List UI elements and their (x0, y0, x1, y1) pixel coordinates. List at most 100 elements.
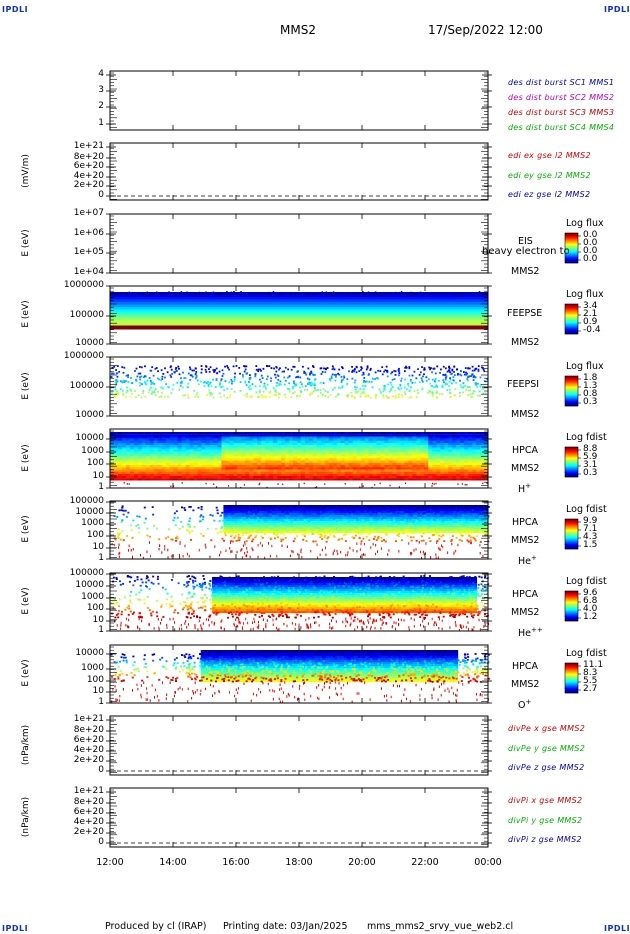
spectrogram-cell (448, 467, 453, 470)
spectrogram-cell (392, 449, 397, 452)
spectrogram-cell (417, 505, 423, 508)
spectrogram-cell (452, 445, 457, 448)
spectrogram-cell (366, 365, 369, 368)
spectrogram-cell (261, 469, 266, 472)
spectrogram-cell (137, 460, 143, 463)
spectrogram-cell (300, 383, 303, 386)
spectrogram-cell (260, 374, 263, 377)
spectrogram-cell (224, 380, 227, 382)
spectrogram-cell (220, 527, 223, 530)
spectrogram-cell (221, 438, 226, 441)
spectrogram-cell (115, 382, 118, 384)
spectrogram-cell (275, 370, 278, 373)
spectrogram-cell (356, 443, 362, 446)
spectrogram-cell (320, 531, 326, 534)
spectrogram-cell (300, 469, 306, 472)
spectrogram-cell (442, 381, 445, 384)
spectrogram-cell (254, 531, 260, 534)
spectrogram-cell (113, 460, 119, 463)
panel-edi (106, 142, 492, 201)
spectrogram-cell (133, 449, 139, 452)
spectrogram-cell (367, 394, 370, 397)
spectrogram-cell (408, 505, 414, 508)
spectrogram-cell (278, 514, 281, 517)
spectrogram-cell (209, 443, 214, 446)
spectrogram-cell (219, 396, 222, 399)
spectrogram-cell (132, 519, 135, 522)
spectrogram-cell (364, 395, 367, 398)
spectrogram-cell (153, 449, 159, 452)
spectrogram-cell (413, 519, 418, 522)
spectrogram-cell (247, 386, 250, 389)
spectrogram-cell (348, 434, 354, 437)
spectrogram-cell (169, 445, 175, 448)
spectrogram-cell (221, 451, 226, 455)
spectrogram-cell (273, 447, 278, 450)
spectrogram-cell (241, 462, 246, 466)
spectrogram-cell (483, 517, 489, 520)
spectrogram-cell (438, 547, 440, 551)
spectrogram-cell (241, 465, 246, 468)
spectrogram-cell (245, 527, 251, 530)
spectrogram-cell (300, 440, 306, 444)
spectrogram-cell (181, 476, 187, 479)
spectrogram-cell (324, 511, 330, 514)
spectrogram-cell (216, 509, 219, 512)
spectrogram-cell (388, 438, 394, 441)
spectrogram-cell (423, 367, 426, 369)
spectrogram-cell (364, 507, 370, 510)
spectrogram-cell (357, 506, 360, 509)
spectrogram-cell (361, 374, 364, 376)
spectrogram-cell (484, 478, 489, 481)
spectrogram-cell (436, 440, 441, 444)
spectrogram-cell (321, 394, 324, 397)
spectrogram-cell (289, 511, 295, 514)
spectrogram-cell (190, 374, 193, 377)
spectrogram-cell (110, 456, 115, 459)
spectrogram-cell (117, 445, 123, 448)
spectrogram-cell (249, 476, 254, 479)
spectrogram-cell (285, 527, 288, 529)
spectrogram-cell (435, 527, 440, 530)
spectrogram-cell (383, 388, 386, 391)
spectrogram-cell (328, 434, 334, 437)
spectrogram-cell (307, 519, 310, 521)
spectrogram-cell (454, 293, 456, 296)
spectrogram-cell (254, 385, 257, 388)
spectrogram-cell (404, 392, 407, 395)
spectrogram-cell (245, 476, 250, 479)
spectrogram-cell (149, 436, 155, 439)
spectrogram-cell (364, 529, 370, 532)
spectrogram-cell (140, 553, 142, 557)
spectrogram-cell (408, 527, 414, 530)
spectrogram-cell (420, 465, 425, 468)
spectrogram-cell (125, 391, 128, 394)
spectrogram-cell (110, 322, 488, 326)
spectrogram-cell (249, 515, 255, 518)
spectrogram-cell (351, 531, 357, 534)
spectrogram-cell (373, 517, 379, 520)
spectrogram-cell (327, 511, 330, 514)
spectrogram-cell (300, 454, 306, 457)
spectrogram-cell (269, 454, 274, 457)
spectrogram-cell (213, 370, 215, 373)
spectrogram-cell (217, 456, 222, 459)
spectrogram-cell (420, 440, 425, 444)
spectrogram-cell (110, 445, 115, 448)
spectrogram-cell (390, 523, 396, 526)
spectrogram-cell (332, 388, 334, 391)
spectrogram-cell (464, 432, 469, 435)
spectrogram-cell (448, 473, 453, 477)
spectrogram-cell (181, 473, 187, 477)
spectrogram-cell (348, 432, 354, 435)
spectrogram-cell (388, 469, 394, 472)
spectrogram-cell (316, 519, 321, 522)
spectrogram-cell (184, 509, 187, 511)
spectrogram-cell (291, 509, 294, 512)
spectrogram-cell (280, 518, 283, 521)
spectrogram-cell (157, 370, 159, 373)
spectrogram-cell (284, 379, 287, 382)
spectrogram-cell (346, 505, 352, 508)
spectrogram-cell (388, 443, 394, 446)
spectrogram-cell (413, 520, 416, 522)
